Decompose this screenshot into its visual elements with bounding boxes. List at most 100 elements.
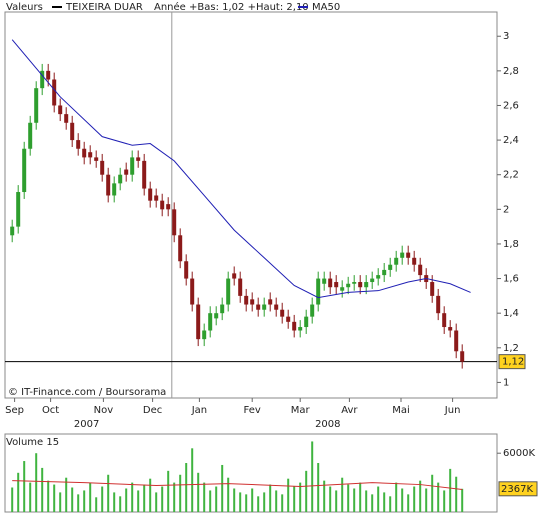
candle-body <box>328 278 333 288</box>
candle-body <box>274 304 279 310</box>
candle-body <box>346 283 351 288</box>
candle-body <box>220 304 225 314</box>
candle-body <box>262 304 267 310</box>
candle-body <box>256 304 261 310</box>
volume-bar <box>35 453 38 512</box>
volume-bar <box>323 480 326 512</box>
volume-bar <box>365 490 368 512</box>
volume-bar <box>143 484 146 512</box>
candle-body <box>124 169 129 175</box>
legend-entry: MA50 <box>312 2 340 13</box>
candle-body <box>454 330 459 352</box>
volume-bar <box>233 488 236 512</box>
volume-bar <box>413 486 416 512</box>
candle-body <box>142 160 147 189</box>
candle-body <box>214 313 219 319</box>
volume-bar <box>137 490 140 512</box>
volume-bar <box>437 482 440 512</box>
legend-entry: TEIXEIRA DUAR <box>65 2 143 13</box>
x-tick-label: Jun <box>444 405 461 416</box>
volume-bar <box>77 494 80 512</box>
candle-body <box>376 275 381 279</box>
volume-bar <box>173 482 176 512</box>
volume-bar <box>125 488 128 512</box>
x-tick-label: Oct <box>42 405 59 416</box>
volume-bar <box>371 494 374 512</box>
candle-body <box>112 183 117 196</box>
candle-body <box>436 295 441 314</box>
volume-bar <box>341 477 344 512</box>
candle-body <box>94 157 99 161</box>
y-tick-label: 1,2 <box>503 343 519 354</box>
candle-body <box>268 299 273 305</box>
volume-bar <box>227 477 230 512</box>
volume-bar <box>245 494 248 512</box>
volume-bar <box>317 463 320 512</box>
volume-bar <box>179 474 182 512</box>
x-tick-label: Avr <box>341 405 358 416</box>
volume-bar <box>113 492 116 512</box>
candle-body <box>310 304 315 317</box>
candle-body <box>406 252 411 258</box>
year-label: 2007 <box>74 419 99 430</box>
volume-bar <box>185 463 188 512</box>
volume-bar <box>239 492 242 512</box>
candle-body <box>160 200 165 210</box>
candle-body <box>364 282 369 288</box>
candle-body <box>418 264 423 276</box>
volume-bar <box>203 482 206 512</box>
candle-body <box>70 122 75 141</box>
volume-bar <box>311 441 314 512</box>
candle-body <box>400 252 405 258</box>
volume-bar <box>425 488 428 512</box>
candle-body <box>292 321 297 331</box>
volume-bar <box>347 484 350 512</box>
volume-bar <box>191 448 194 512</box>
x-tick-label: Sep <box>5 405 24 416</box>
x-tick-label: Fev <box>244 405 261 416</box>
volume-bar <box>23 461 26 512</box>
volume-bar <box>299 482 302 512</box>
volume-bar <box>287 478 290 512</box>
y-tick-label: 2,2 <box>503 170 519 181</box>
candle-body <box>244 295 249 305</box>
volume-bar <box>335 490 338 512</box>
volume-bar <box>17 472 20 512</box>
y-tick-label: 1,6 <box>503 274 519 285</box>
candle-body <box>118 174 123 184</box>
volume-bar <box>419 480 422 512</box>
y-tick-label: 2,4 <box>503 135 519 146</box>
x-tick-label: Mar <box>291 405 311 416</box>
candle-body <box>22 148 27 193</box>
x-tick-label: Jan <box>191 405 207 416</box>
volume-bar <box>107 474 110 512</box>
candle-body <box>100 160 105 175</box>
volume-bar <box>95 497 98 512</box>
volume-bar <box>383 492 386 512</box>
last-volume-box <box>498 481 538 497</box>
candle-body <box>304 316 309 328</box>
volume-bar <box>395 482 398 512</box>
candle-body <box>40 70 45 89</box>
volume-bar <box>89 482 92 512</box>
candle-body <box>382 269 387 276</box>
candle-body <box>358 282 363 288</box>
candle-body <box>166 204 171 210</box>
y-tick-label: 3 <box>503 31 509 42</box>
candle-body <box>340 287 345 291</box>
volume-bar <box>329 486 332 512</box>
candle-body <box>334 282 339 288</box>
candle-body <box>448 327 453 331</box>
volume-bar <box>353 488 356 512</box>
candle-body <box>232 273 237 279</box>
volume-bar <box>119 496 122 512</box>
volume-bar <box>449 468 452 512</box>
volume-bar <box>71 487 74 512</box>
candle-body <box>370 278 375 283</box>
volume-bar <box>389 496 392 512</box>
last-volume-label: 2367K <box>501 484 533 495</box>
candle-body <box>202 330 207 340</box>
volume-bar <box>443 490 446 512</box>
volume-ma-line <box>12 480 463 490</box>
volume-bar <box>293 486 296 512</box>
